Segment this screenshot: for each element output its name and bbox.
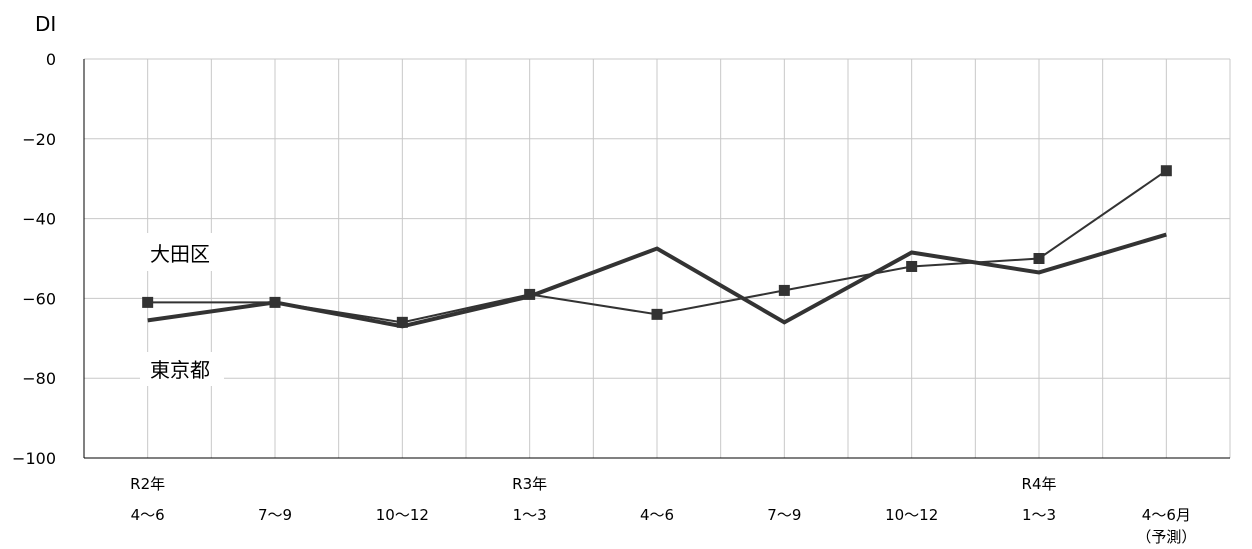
x-tick-label: 10〜12 (885, 506, 938, 524)
data-point-ota (1160, 165, 1172, 177)
y-tick-label: −100 (12, 449, 56, 468)
series-labels: 大田区 東京都 (140, 233, 224, 386)
series-label-tokyo: 東京都 (150, 358, 210, 382)
y-tick-label: 0 (46, 50, 56, 69)
x-tick-label: 4〜6月 (1142, 506, 1191, 524)
x-tick-label: R4年 (1022, 475, 1057, 493)
data-point-ota (651, 308, 663, 320)
data-point-ota (269, 296, 281, 308)
x-tick-label: 4〜6 (640, 506, 674, 524)
x-tick-label: 7〜9 (767, 506, 801, 524)
y-tick-label: −20 (22, 130, 56, 149)
y-tick-label: −60 (22, 289, 56, 308)
x-tick-label: 10〜12 (376, 506, 429, 524)
x-tick-label: 1〜3 (1022, 506, 1056, 524)
y-tick-label: −40 (22, 210, 56, 229)
series-line-tokyo (147, 232, 1167, 329)
data-point-ota (1033, 253, 1045, 264)
x-tick-label: 1〜3 (513, 506, 547, 524)
y-tick-label: −80 (22, 369, 56, 388)
x-axis-ticks: R2年 4〜6 7〜9 10〜12 R3年 1〜3 4〜6 7〜9 10〜12 R4年 1〜3 4〜6… (130, 475, 1196, 546)
data-point-ota (396, 316, 408, 328)
y-axis-ticks: 0 −20 −40 −60 −80 −100 (12, 50, 56, 468)
x-tick-label: 7〜9 (258, 506, 292, 524)
data-point-ota (906, 260, 918, 272)
x-tick-label: （予測） (1136, 528, 1196, 546)
x-tick-label: R2年 (130, 475, 165, 493)
data-point-ota (142, 296, 154, 308)
data-point-ota (778, 284, 790, 296)
y-axis-title: DI (35, 12, 56, 36)
series-label-ota: 大田区 (150, 242, 210, 266)
grid (83, 58, 1231, 459)
series-lines (142, 165, 1172, 329)
x-tick-label: 4〜6 (131, 506, 165, 524)
x-tick-label: R3年 (512, 475, 547, 493)
data-point-ota (524, 288, 536, 300)
